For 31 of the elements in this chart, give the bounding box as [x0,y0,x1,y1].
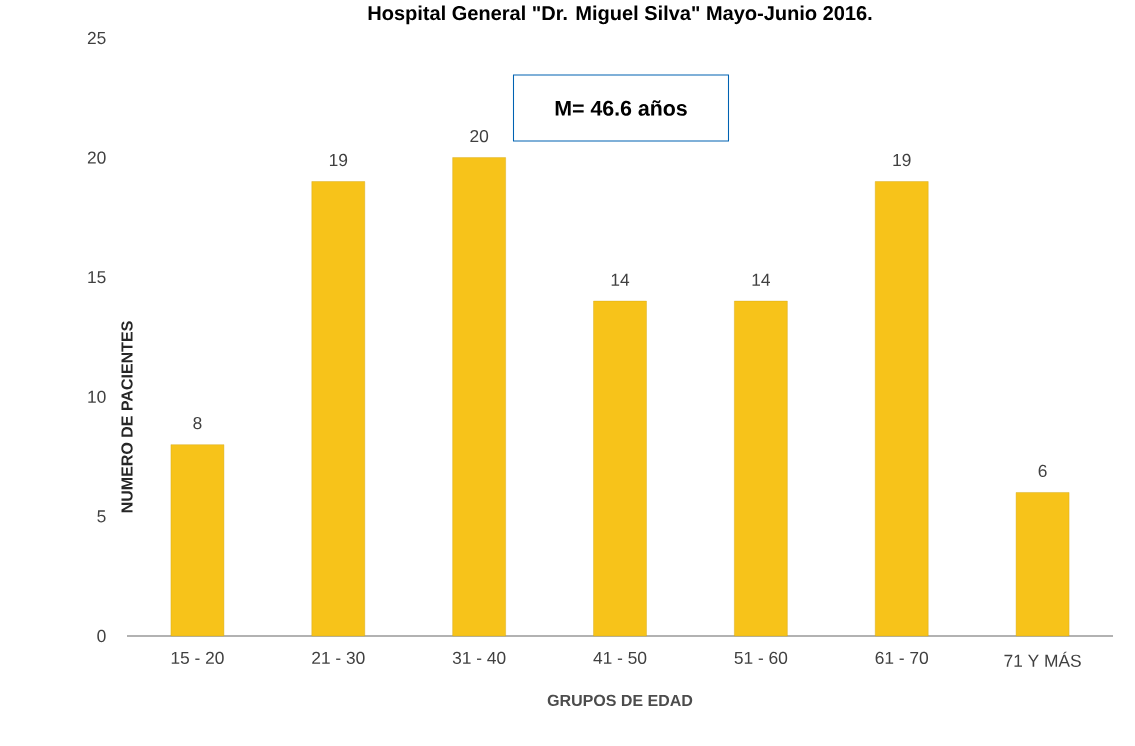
bar [734,300,788,637]
data-label: 20 [470,129,489,143]
y-tick-label: 0 [97,629,106,643]
bar [170,444,225,637]
bar [311,181,365,637]
y-tick-label: 15 [88,271,106,284]
x-tick-label: 41 - 50 [593,651,647,665]
bar [1015,492,1070,637]
bar [593,300,647,637]
y-axis-title: NUMERO DE PACIENTES [121,321,133,513]
y-tick-label: 20 [87,151,106,164]
x-tick-label: 21 - 30 [312,651,365,665]
x-axis-title: GRUPOS DE EDAD [547,694,693,707]
data-label: 14 [611,273,630,286]
x-tick-label: 51 - 60 [734,651,788,665]
y-tick-label: 5 [97,510,106,523]
data-label: 14 [752,273,770,286]
y-tick-label: 25 [87,31,106,45]
bar [875,181,929,637]
x-tick-label: 15 - 20 [171,651,224,665]
bar [452,157,506,637]
data-label: 19 [893,153,911,167]
chart-title: Hospital General "Dr. Miguel Silva" Mayo-Junio 2016. [368,5,872,25]
annotation: M= 46.6 años [555,100,687,116]
data-label: 8 [193,416,202,430]
data-label: 6 [1038,464,1047,478]
x-tick-label: 61 - 70 [875,651,929,665]
y-tick-label: 10 [88,390,106,403]
data-label: 19 [329,153,348,167]
x-tick-label: 31 - 40 [452,651,506,665]
x-tick-label: 71 Y MÁS [1004,651,1081,667]
